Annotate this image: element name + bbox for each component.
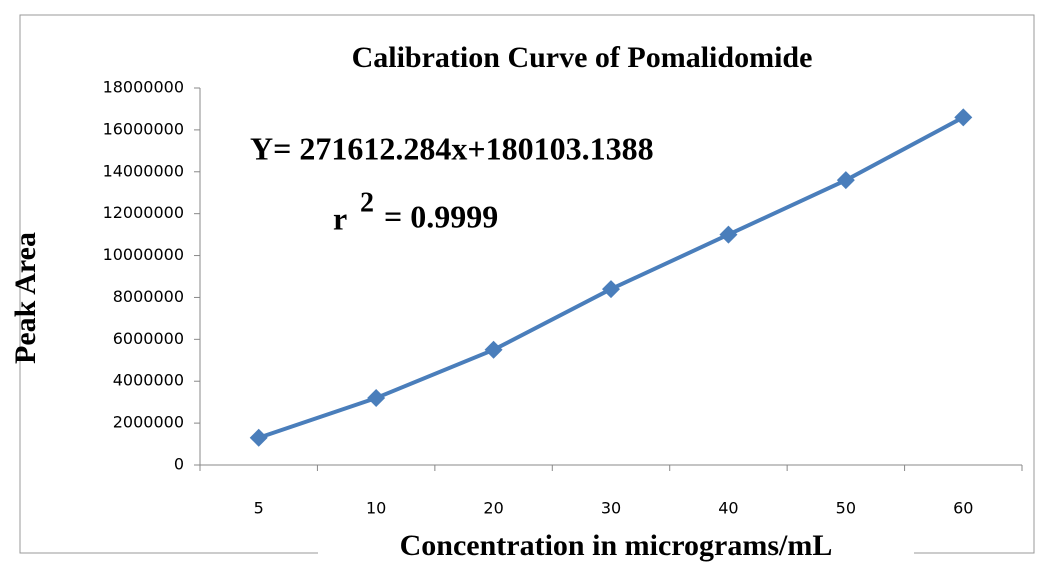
- y-tick-label: 0: [174, 455, 184, 474]
- x-label-bg: [318, 530, 914, 564]
- y-tick-label: 8000000: [113, 287, 184, 306]
- r-value: = 0.9999: [384, 198, 498, 234]
- data-point: [836, 171, 855, 190]
- chart-border: [19, 14, 1035, 554]
- x-tick-label: 20: [483, 499, 503, 518]
- y-tick-label: 6000000: [113, 329, 184, 348]
- data-point: [367, 388, 386, 407]
- y-tick-label: 2000000: [113, 413, 184, 432]
- x-axis-label: Concentration in micrograms/mL: [400, 529, 833, 562]
- r-symbol: r: [333, 200, 347, 236]
- y-tick-label: 4000000: [113, 371, 184, 390]
- chart-title: Calibration Curve of Pomalidomide: [352, 41, 813, 74]
- x-tick-label: 60: [953, 499, 973, 518]
- y-tick-label: 10000000: [103, 245, 184, 264]
- x-tick-label: 5: [254, 499, 264, 518]
- y-tick-label: 12000000: [103, 203, 184, 222]
- data-point: [249, 428, 268, 447]
- r-exponent: 2: [360, 187, 374, 218]
- x-tick-label: 30: [601, 499, 621, 518]
- data-point: [602, 280, 620, 299]
- x-tick-label: 50: [836, 499, 856, 518]
- y-tick-label: 18000000: [103, 78, 184, 97]
- data-point: [954, 108, 973, 127]
- y-tick-label: 16000000: [103, 119, 184, 138]
- equation: Y= 271612.284x+180103.1388: [250, 130, 654, 166]
- data-point: [484, 340, 503, 359]
- x-tick-label: 40: [718, 499, 738, 518]
- data-point: [719, 225, 738, 244]
- y-axis-label: Peak Area: [9, 232, 42, 364]
- y-tick-label: 14000000: [103, 161, 184, 180]
- x-tick-label: 10: [366, 499, 386, 518]
